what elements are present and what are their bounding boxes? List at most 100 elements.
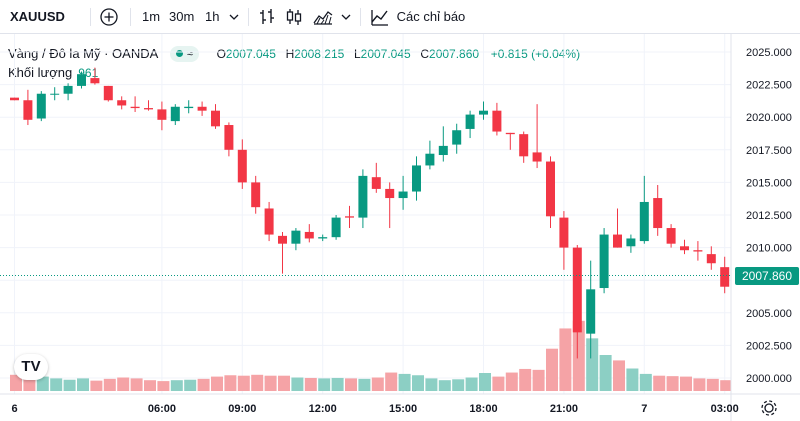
candle-body xyxy=(412,165,421,192)
candle-body xyxy=(452,130,462,145)
series-title[interactable]: Vàng / Đô la Mỹ · OANDA xyxy=(8,45,159,61)
candle-body xyxy=(77,74,86,86)
bars-chart-type-button[interactable] xyxy=(258,7,276,32)
area-chart-type-button[interactable] xyxy=(312,7,334,32)
volume-bar xyxy=(291,377,304,391)
volume-bar xyxy=(425,378,438,391)
volume-bar xyxy=(412,375,424,391)
volume-bar xyxy=(479,373,491,391)
volume-bar xyxy=(465,377,478,391)
volume-bar xyxy=(251,374,264,391)
volume-bar xyxy=(157,381,170,391)
candle-body xyxy=(532,152,542,162)
low-label: L xyxy=(353,46,361,61)
interval-dropdown-button[interactable] xyxy=(228,9,240,30)
volume-bar xyxy=(693,378,706,391)
price-chart[interactable]: 2025.000 2022.500 2020.000 2017.500 2015.000… xyxy=(0,34,800,421)
candle-body xyxy=(639,201,649,242)
volume-bar xyxy=(586,338,599,391)
volume-label[interactable]: Khối lượng xyxy=(8,65,73,80)
price-axis-label: 2025.000 xyxy=(746,47,792,59)
candle-body xyxy=(304,231,314,239)
volume-bar xyxy=(385,372,398,391)
open-value: 2007.045 xyxy=(225,46,276,61)
interval-30m-button[interactable]: 30m xyxy=(169,9,195,24)
volume-bar xyxy=(371,377,384,391)
settings-gear-icon[interactable] xyxy=(761,400,777,416)
candle-body xyxy=(666,228,676,244)
candle-body xyxy=(693,250,703,252)
market-open-dot xyxy=(175,50,183,58)
toolbar-separator xyxy=(248,8,249,26)
volume-bar xyxy=(626,368,639,391)
chevron-down-icon xyxy=(229,14,239,20)
open-label: O xyxy=(216,46,226,61)
candle-body xyxy=(264,208,274,235)
volume-bar xyxy=(264,375,277,391)
volume-bar xyxy=(452,379,465,391)
compare-add-symbol-button[interactable] xyxy=(98,6,120,33)
volume-bar xyxy=(304,377,317,391)
price-axis-label: 2015.000 xyxy=(746,177,792,189)
indicators-label: Các chỉ báo xyxy=(396,9,466,24)
tradingview-logo-icon[interactable]: TV xyxy=(14,354,48,380)
price-axis-label: 2000.000 xyxy=(746,373,792,385)
candle-body xyxy=(318,237,328,239)
candle-body xyxy=(586,289,596,334)
volume-bar xyxy=(184,379,197,391)
price-axis-label: 2012.500 xyxy=(746,210,792,222)
time-axis-label: 06:00 xyxy=(148,403,176,415)
symbol-search-button[interactable]: XAUUSD xyxy=(10,9,65,24)
indicators-icon xyxy=(371,10,388,26)
candle-body xyxy=(224,125,234,150)
volume-bar xyxy=(599,355,612,391)
candle-body xyxy=(706,254,716,264)
time-axis-label: 7 xyxy=(641,403,647,415)
time-axis-label: 03:00 xyxy=(711,403,739,415)
candle-body xyxy=(479,110,488,115)
candle-body xyxy=(211,110,220,127)
volume-bar xyxy=(144,380,156,391)
volume-bar xyxy=(10,374,22,391)
candle-body xyxy=(546,161,555,217)
time-axis-label: 15:00 xyxy=(389,403,417,415)
volume-bar xyxy=(519,368,532,391)
volume-bar xyxy=(331,377,344,391)
candle-body xyxy=(237,149,247,183)
volume-bar xyxy=(438,380,451,391)
volume-bar xyxy=(318,378,331,391)
market-status-badge[interactable]: ≈ xyxy=(169,45,199,62)
volume-bar xyxy=(50,378,63,391)
interval-1h-button[interactable]: 1h xyxy=(205,9,220,24)
candle-body xyxy=(599,234,609,289)
volume-bar xyxy=(706,378,719,391)
volume-bar xyxy=(532,369,545,391)
time-axis-label: 09:00 xyxy=(228,403,256,415)
candle-body xyxy=(23,100,33,120)
time-axis-label: 21:00 xyxy=(550,403,578,415)
candle-body xyxy=(197,106,207,111)
candle-body xyxy=(63,85,73,94)
volume-bar xyxy=(278,375,290,391)
price-axis-label: 2005.000 xyxy=(746,308,792,320)
indicators-button[interactable]: Các chỉ báo xyxy=(370,7,465,27)
plus-circle-icon xyxy=(100,8,118,26)
volume-bar xyxy=(666,376,679,391)
candlesticks xyxy=(10,67,756,359)
series-legend: Vàng / Đô la Mỹ · OANDA ≈ O2007.045 H200… xyxy=(8,44,582,62)
volume-bar xyxy=(358,378,371,391)
candle-body xyxy=(117,100,127,106)
toolbar-separator xyxy=(130,8,131,26)
candle-body xyxy=(90,78,100,84)
volume-bar xyxy=(720,380,733,391)
price-axis-label: 2017.500 xyxy=(746,145,792,157)
candle-body xyxy=(50,93,60,95)
candles-chart-type-button[interactable] xyxy=(285,7,303,32)
chart-type-dropdown-button[interactable] xyxy=(340,9,352,30)
volume-bar xyxy=(117,377,130,391)
high-label: H xyxy=(285,46,295,61)
interval-1m-button[interactable]: 1m xyxy=(142,9,161,24)
candle-body xyxy=(559,217,569,248)
volume-bar xyxy=(398,373,411,391)
candle-body xyxy=(358,175,368,218)
